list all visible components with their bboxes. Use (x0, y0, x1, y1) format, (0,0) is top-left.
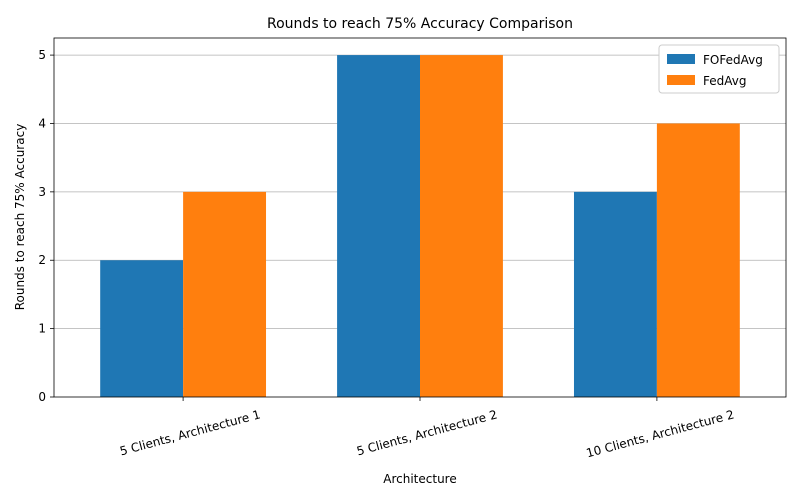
y-tick-label: 4 (38, 116, 46, 130)
bar-fedavg-1 (420, 55, 503, 397)
bar-fofedavg-2 (573, 191, 657, 397)
x-ticks: 5 Clients, Architecture 1 5 Clients, Arch… (118, 397, 736, 460)
legend-label-fedavg: FedAvg (703, 74, 746, 88)
y-axis-label: Rounds to reach 75% Accuracy (13, 124, 27, 311)
legend-swatch-fofedavg (667, 54, 695, 64)
bar-fofedavg-1 (337, 55, 420, 397)
bar-fedavg-2 (656, 123, 740, 397)
y-tick-label: 1 (38, 322, 46, 336)
y-tick-label: 5 (38, 48, 46, 62)
chart-title: Rounds to reach 75% Accuracy Comparison (267, 16, 573, 32)
x-axis-label: Architecture (383, 472, 456, 486)
bar-fofedavg-0 (100, 260, 184, 397)
x-tick-label: 10 Clients, Architecture 2 (585, 407, 736, 460)
y-tick-label: 2 (38, 253, 46, 267)
x-tick-label: 5 Clients, Architecture 1 (118, 407, 262, 458)
x-tick-label: 5 Clients, Architecture 2 (355, 407, 499, 458)
y-tick-label: 3 (38, 185, 46, 199)
legend-swatch-fedavg (667, 75, 695, 85)
bars (100, 55, 740, 397)
legend-label-fofedavg: FOFedAvg (703, 53, 763, 67)
bar-fedavg-0 (183, 191, 267, 397)
legend: FOFedAvg FedAvg (658, 44, 780, 94)
y-ticks: 0 1 2 3 4 5 (38, 48, 54, 404)
y-tick-label: 0 (38, 390, 46, 404)
